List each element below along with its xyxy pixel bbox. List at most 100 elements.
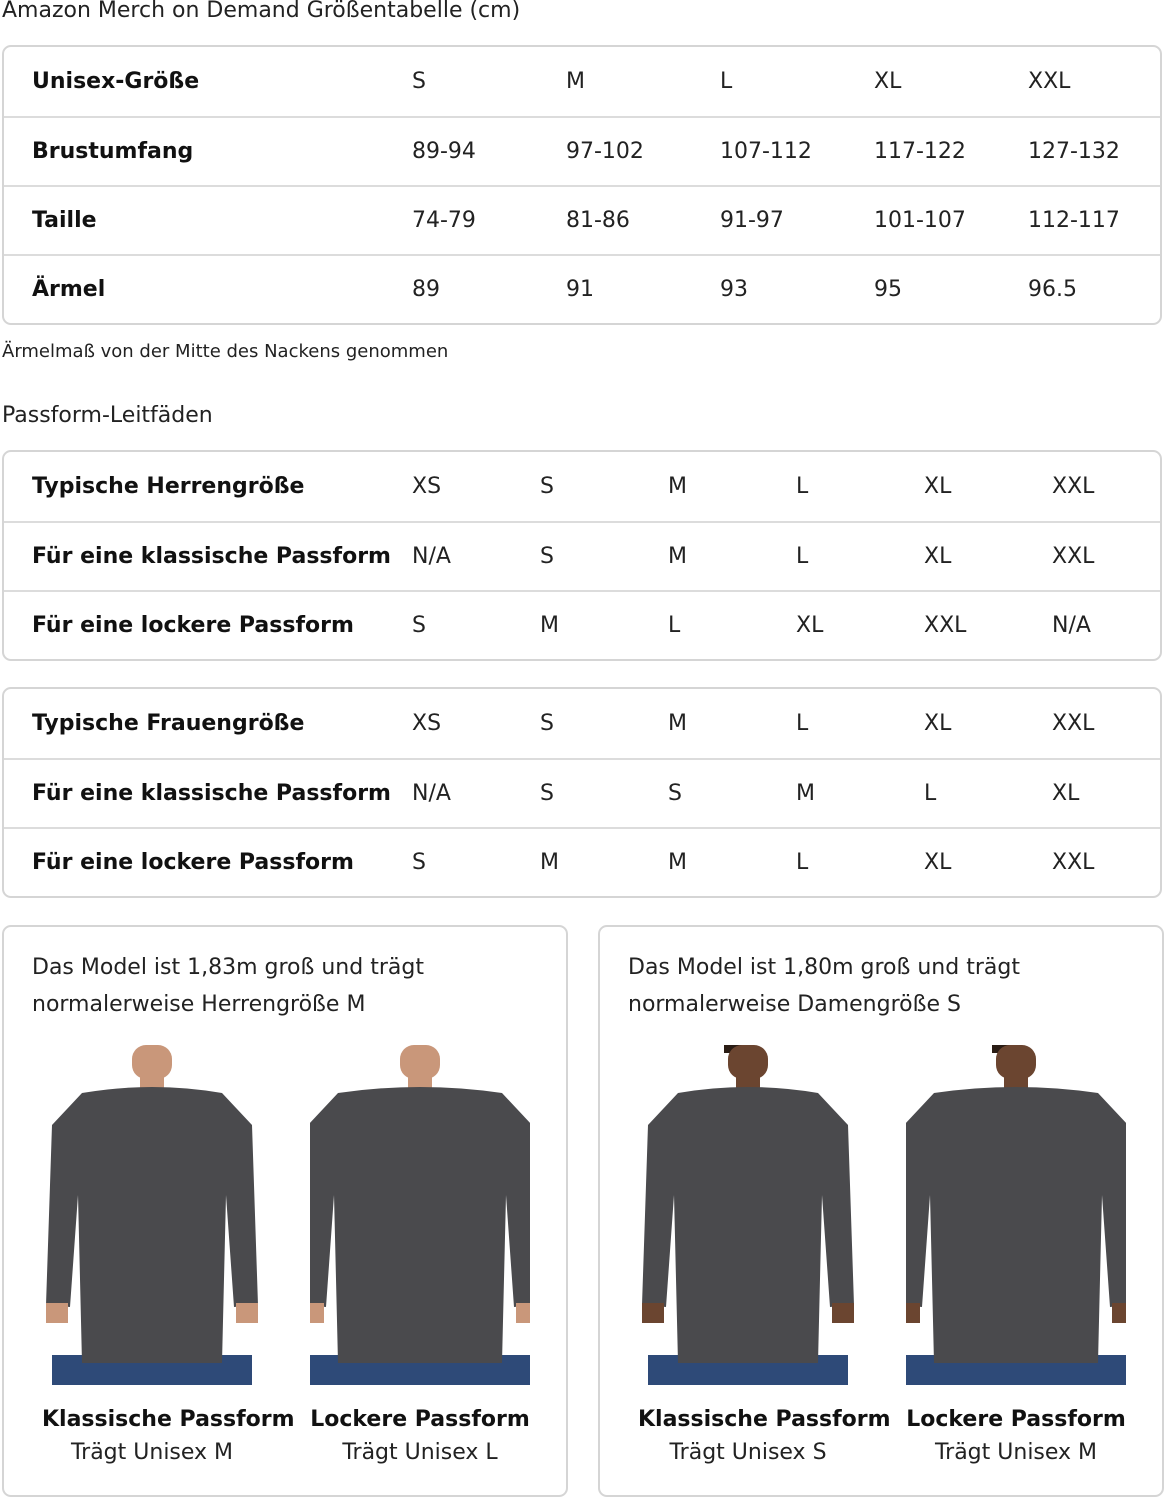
model-figure: Lockere Passform Trägt Unisex M [906,1045,1126,1465]
table-cell: 107-112 [720,139,812,164]
table-cell: 81-86 [566,208,630,233]
table-cell: XL [924,850,952,875]
table-header-row: Typische Herrengröße XS S M L XL XXL [4,452,1160,521]
table-cell: XXL [1052,474,1095,499]
row-label: Für eine lockere Passform [32,850,354,875]
table-cell: 96.5 [1028,277,1077,302]
row-label: Für eine klassische Passform [32,781,391,806]
model-photo [906,1045,1126,1385]
row-label: Typische Herrengröße [32,474,305,499]
row-label: Taille [32,208,97,233]
wears-caption: Trägt Unisex M [934,1440,1098,1465]
table-cell: XXL [924,613,967,638]
page-title: Amazon Merch on Demand Größentabelle (cm… [2,0,521,23]
table-cell: N/A [412,544,451,569]
table-cell: M [540,850,559,875]
wears-caption: Trägt Unisex S [669,1440,827,1465]
table-cell: XL [874,69,902,94]
table-row: Taille 74-79 81-86 91-97 101-107 112-117 [4,185,1160,254]
table-cell: 117-122 [874,139,966,164]
men-model-card: Das Model ist 1,83m groß und trägt norma… [2,925,568,1497]
row-label: Für eine klassische Passform [32,544,391,569]
row-label: Typische Frauengröße [32,711,305,736]
table-cell: L [796,544,809,569]
table-cell: N/A [1052,613,1091,638]
fit-guide-heading: Passform-Leitfäden [2,403,213,428]
table-header-row: Typische Frauengröße XS S M L XL XXL [4,689,1160,758]
row-label: Unisex-Größe [32,69,200,94]
table-cell: XL [796,613,824,638]
row-label: Brustumfang [32,139,194,164]
model-photo [310,1045,530,1385]
table-cell: S [540,474,554,499]
table-cell: M [796,781,815,806]
table-cell: L [668,613,681,638]
model-description: Das Model ist 1,80m groß und trägt norma… [628,955,1020,1017]
row-label: Ärmel [32,277,106,302]
table-cell: L [796,474,809,499]
table-cell: 91 [566,277,594,302]
table-row: Für eine lockere Passform S M L XL XXL N/A [4,590,1160,659]
table-cell: M [668,850,687,875]
table-cell: S [540,711,554,736]
table-cell: M [668,544,687,569]
table-cell: 89-94 [412,139,476,164]
table-cell: L [720,69,733,94]
sleeve-note: Ärmelmaß von der Mitte des Nackens genom… [2,341,449,362]
table-cell: 74-79 [412,208,476,233]
table-cell: 101-107 [874,208,966,233]
women-fit-table: Typische Frauengröße XS S M L XL XXL Für eine k… [2,687,1162,898]
table-cell: L [796,711,809,736]
table-cell: 112-117 [1028,208,1120,233]
table-row: Für eine klassische Passform N/A S M L XL XXL [4,521,1160,590]
table-cell: XXL [1028,69,1071,94]
table-cell: L [796,850,809,875]
table-header-row: Unisex-Größe S M L XL XXL [4,47,1160,116]
row-label: Für eine lockere Passform [32,613,354,638]
table-cell: XL [924,544,952,569]
table-row: Für eine klassische Passform N/A S S M L XL [4,758,1160,827]
table-cell: XXL [1052,544,1095,569]
fit-caption: Klassische Passform [42,1407,295,1432]
table-row: Brustumfang 89-94 97-102 107-112 117-122 127-… [4,116,1160,185]
table-cell: S [540,781,554,806]
table-cell: 89 [412,277,440,302]
table-cell: L [924,781,937,806]
table-cell: XL [924,474,952,499]
wears-caption: Trägt Unisex L [342,1440,498,1465]
fit-caption: Lockere Passform [906,1407,1126,1432]
table-cell: S [412,850,426,875]
table-cell: M [668,711,687,736]
model-description: Das Model ist 1,83m groß und trägt norma… [32,955,424,1017]
table-cell: 97-102 [566,139,644,164]
table-cell: S [668,781,682,806]
table-cell: 127-132 [1028,139,1120,164]
table-cell: N/A [412,781,451,806]
table-cell: M [540,613,559,638]
model-photo [642,1045,854,1385]
table-row: Für eine lockere Passform S M M L XL XXL [4,827,1160,896]
table-row: Ärmel 89 91 93 95 96.5 [4,254,1160,323]
table-cell: 91-97 [720,208,784,233]
table-cell: 93 [720,277,748,302]
model-figure: Lockere Passform Trägt Unisex L [310,1045,530,1465]
model-figure: Klassische Passform Trägt Unisex S [638,1045,891,1465]
table-cell: S [540,544,554,569]
table-cell: S [412,69,426,94]
table-cell: M [566,69,585,94]
fit-caption: Lockere Passform [310,1407,530,1432]
unisex-size-table: Unisex-Größe S M L XL XXL Brustumfang 89-94 97-1… [2,45,1162,325]
women-model-card: Das Model ist 1,80m groß und trägt norma… [598,925,1164,1497]
table-cell: XXL [1052,711,1095,736]
table-cell: XL [1052,781,1080,806]
table-cell: 95 [874,277,902,302]
men-fit-table: Typische Herrengröße XS S M L XL XXL Für eine k… [2,450,1162,661]
wears-caption: Trägt Unisex M [70,1440,234,1465]
table-cell: XL [924,711,952,736]
fit-caption: Klassische Passform [638,1407,891,1432]
table-cell: S [412,613,426,638]
table-cell: XS [412,711,442,736]
table-cell: M [668,474,687,499]
table-cell: XXL [1052,850,1095,875]
table-cell: XS [412,474,442,499]
